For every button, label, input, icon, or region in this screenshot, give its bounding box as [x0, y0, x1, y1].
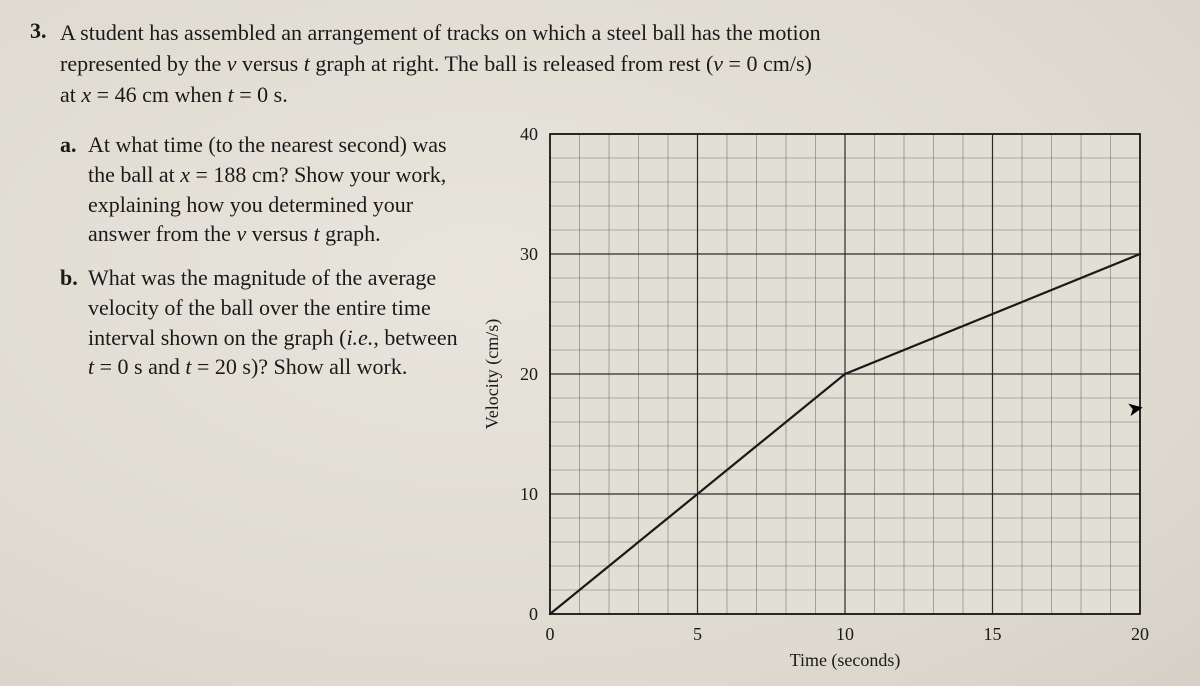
svg-text:0: 0	[529, 604, 538, 624]
svg-text:Velocity (cm/s): Velocity (cm/s)	[482, 319, 503, 429]
svg-text:40: 40	[520, 124, 538, 144]
part-b: b. What was the magnitude of the average…	[60, 263, 460, 382]
part-b-text: What was the magnitude of the average ve…	[88, 263, 460, 382]
svg-text:30: 30	[520, 244, 538, 264]
svg-text:20: 20	[520, 364, 538, 384]
intro-var: v	[227, 51, 237, 76]
svg-text:0: 0	[546, 624, 555, 644]
intro-text: = 0 cm/s)	[723, 51, 812, 76]
intro-text: versus	[237, 51, 304, 76]
question-parts: a. At what time (to the nearest second) …	[60, 124, 460, 396]
svg-text:20: 20	[1131, 624, 1149, 644]
intro-var: x	[81, 82, 91, 107]
intro-var: v	[713, 51, 723, 76]
intro-text: represented by the	[60, 51, 227, 76]
intro-text: A student has assembled an arrangement o…	[60, 20, 821, 45]
part-a-text: At what time (to the nearest second) was…	[88, 130, 460, 249]
svg-text:15: 15	[984, 624, 1002, 644]
intro-text: = 0 s.	[234, 82, 288, 107]
intro-text: at	[60, 82, 81, 107]
part-letter: b.	[60, 263, 88, 382]
intro-text: = 46 cm when	[91, 82, 227, 107]
part-a: a. At what time (to the nearest second) …	[60, 130, 460, 249]
svg-text:10: 10	[520, 484, 538, 504]
svg-text:Time (seconds): Time (seconds)	[790, 650, 901, 671]
part-letter: a.	[60, 130, 88, 249]
svg-text:5: 5	[693, 624, 702, 644]
svg-text:10: 10	[836, 624, 854, 644]
intro-text: graph at right. The ball is released fro…	[310, 51, 713, 76]
problem-statement: A student has assembled an arrangement o…	[60, 18, 1160, 110]
question-number: 3.	[30, 18, 47, 44]
velocity-time-chart: 0 5 10 15 20 0 10 20 30 40 Time (seconds) Velocity …	[470, 124, 1150, 684]
